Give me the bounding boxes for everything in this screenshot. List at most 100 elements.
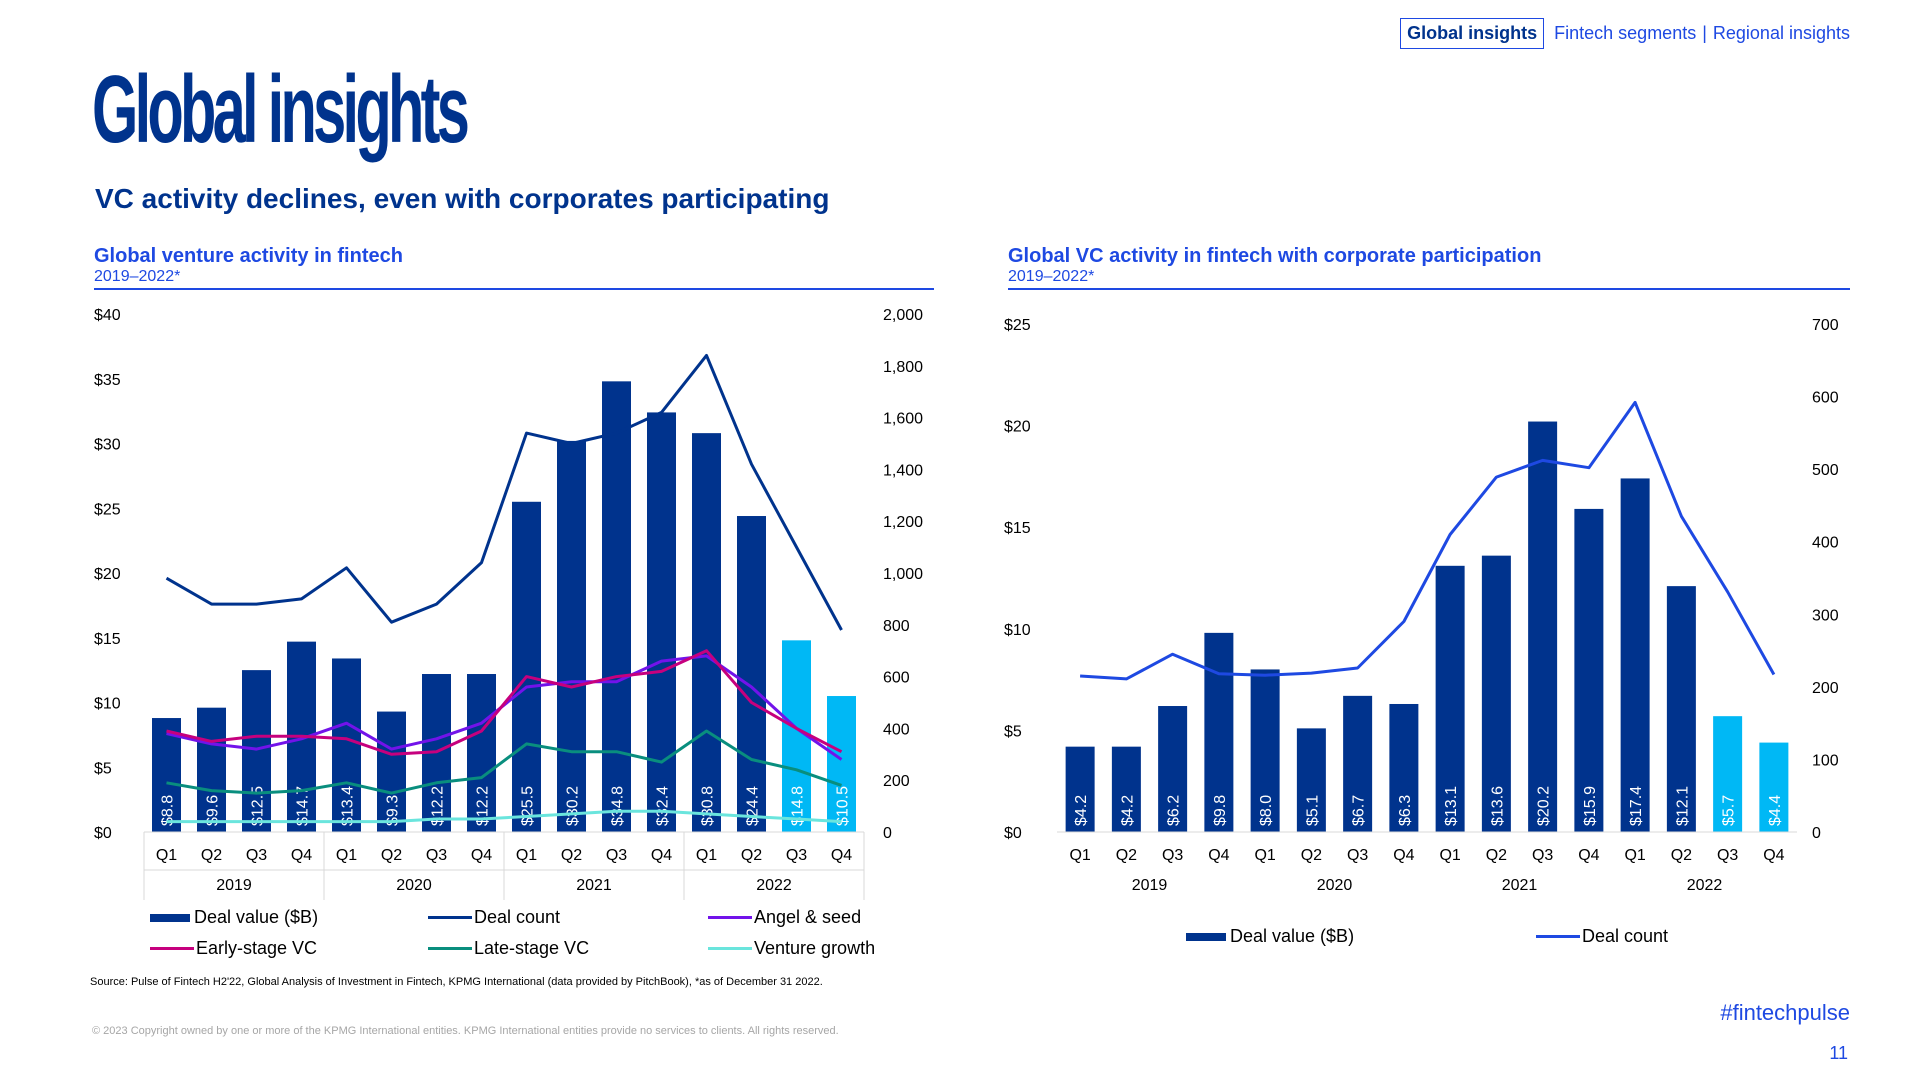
x-year-label: 2020	[396, 877, 432, 894]
legend-swatch	[708, 916, 752, 919]
bar-value-label: $13.6	[1489, 786, 1506, 826]
chart-period-left: 2019–2022*	[94, 268, 181, 285]
legend-swatch	[150, 947, 194, 950]
y-left-tick-label: $0	[94, 825, 112, 842]
legend-label: Deal value ($B)	[194, 907, 319, 927]
x-year-label: 2022	[1687, 877, 1723, 894]
legend-label: Deal value ($B)	[1230, 926, 1355, 946]
bar-value-label: $20.2	[1536, 786, 1553, 826]
legend-label: Deal count	[1582, 926, 1669, 946]
y-right-tick-label: 200	[883, 773, 910, 790]
chart-title-right: Global VC activity in fintech with corpo…	[1008, 245, 1542, 267]
bar-value-label: $8.0	[1258, 795, 1275, 826]
legend-item-early-stage: Early-stage VC	[150, 938, 317, 959]
x-tick-label: Q2	[1116, 847, 1137, 864]
y-right-tick-label: 0	[1812, 825, 1821, 842]
bar	[1111, 746, 1141, 832]
bar-value-label: $4.2	[1119, 795, 1136, 826]
x-tick-label: Q1	[1069, 847, 1090, 864]
top-nav: Global insights Fintech segments | Regio…	[1400, 18, 1850, 49]
bar	[737, 516, 766, 832]
bar	[1574, 508, 1604, 832]
x-tick-label: Q4	[471, 847, 492, 864]
bar-value-label: $8.8	[160, 795, 177, 826]
y-left-tick-label: $35	[94, 372, 121, 389]
y-right-tick-label: 400	[883, 721, 910, 738]
legend-label: Deal count	[474, 907, 561, 927]
x-year-label: 2021	[1502, 877, 1538, 894]
bar-value-label: $9.3	[385, 795, 402, 826]
line-early-stage-vc	[166, 649, 843, 756]
legend-label: Angel & seed	[754, 907, 862, 927]
y-right-tick-label: 500	[1812, 462, 1839, 479]
bar-value-label: $5.7	[1721, 795, 1738, 826]
y-left-tick-label: $20	[94, 566, 121, 583]
bar-value-label: $4.4	[1767, 795, 1784, 826]
legend-item-deal-value: Deal value ($B)	[1186, 926, 1354, 947]
legend-label: Late-stage VC	[474, 938, 590, 958]
x-tick-label: Q2	[201, 847, 222, 864]
x-tick-label: Q4	[651, 847, 672, 864]
bar	[1481, 555, 1511, 832]
legend-swatch	[1536, 935, 1580, 938]
bar-value-label: $14.7	[295, 786, 312, 826]
bar-value-label: $30.2	[565, 786, 582, 826]
x-year-label: 2022	[756, 877, 792, 894]
legend-item-deal-value: Deal value ($B)	[150, 907, 318, 928]
x-tick-label: Q2	[1301, 847, 1322, 864]
legend-item-venture-growth: Venture growth	[708, 938, 875, 959]
y-right-tick-label: 200	[1812, 680, 1839, 697]
bar	[1389, 703, 1419, 832]
bar	[377, 711, 406, 832]
y-right-tick-label: 600	[1812, 390, 1839, 407]
bar	[1065, 746, 1095, 832]
bar	[602, 381, 631, 832]
y-left-tick-label: $25	[94, 501, 121, 518]
x-tick-label: Q1	[1254, 847, 1275, 864]
y-right-tick-label: 1,000	[883, 566, 923, 583]
bar	[1666, 586, 1696, 832]
bar-value-label: $12.5	[250, 786, 267, 826]
y-right-tick-label: 800	[883, 618, 910, 635]
chart-header-left: Global venture activity in fintech 2019–…	[94, 245, 934, 290]
x-year-label: 2020	[1317, 877, 1353, 894]
x-tick-label: Q4	[1393, 847, 1414, 864]
bar-value-label: $6.2	[1166, 795, 1183, 826]
bar-value-label: $6.7	[1351, 795, 1368, 826]
x-tick-label: Q1	[156, 847, 177, 864]
legend-swatch	[428, 947, 472, 950]
x-tick-label: Q1	[696, 847, 717, 864]
bar-value-label: $10.5	[835, 786, 852, 826]
bar	[692, 433, 721, 832]
y-right-tick-label: 300	[1812, 607, 1839, 624]
bar	[1435, 565, 1465, 832]
y-left-tick-label: $0	[1004, 825, 1022, 842]
bar	[1204, 632, 1234, 832]
nav-regional-insights[interactable]: Regional insights	[1712, 23, 1850, 43]
line-deal-count	[165, 353, 843, 631]
legend-item-late-stage: Late-stage VC	[428, 938, 589, 959]
bar	[1250, 669, 1280, 832]
x-tick-label: Q3	[1162, 847, 1183, 864]
x-tick-label: Q1	[336, 847, 357, 864]
nav-separator: |	[1702, 23, 1707, 43]
bar	[1713, 716, 1743, 832]
y-right-tick-label: 1,800	[883, 359, 923, 376]
hashtag[interactable]: #fintechpulse	[1720, 1000, 1850, 1025]
x-tick-label: Q3	[1532, 847, 1553, 864]
nav-global-insights[interactable]: Global insights	[1400, 18, 1545, 49]
x-tick-label: Q1	[1439, 847, 1460, 864]
x-tick-label: Q3	[1717, 847, 1738, 864]
x-tick-label: Q2	[1671, 847, 1692, 864]
bar-value-label: $6.3	[1397, 795, 1414, 826]
nav-fintech-segments[interactable]: Fintech segments	[1554, 23, 1697, 43]
y-left-tick-label: $15	[1004, 520, 1031, 537]
source-note: Source: Pulse of Fintech H2'22, Global A…	[90, 976, 823, 988]
x-year-label: 2021	[576, 877, 612, 894]
y-right-tick-label: 1,400	[883, 462, 923, 479]
y-left-tick-label: $40	[94, 307, 121, 324]
bar	[557, 440, 586, 832]
bar-value-label: $5.1	[1304, 795, 1321, 826]
bar-value-label: $34.8	[610, 786, 627, 826]
y-right-tick-label: 700	[1812, 317, 1839, 334]
